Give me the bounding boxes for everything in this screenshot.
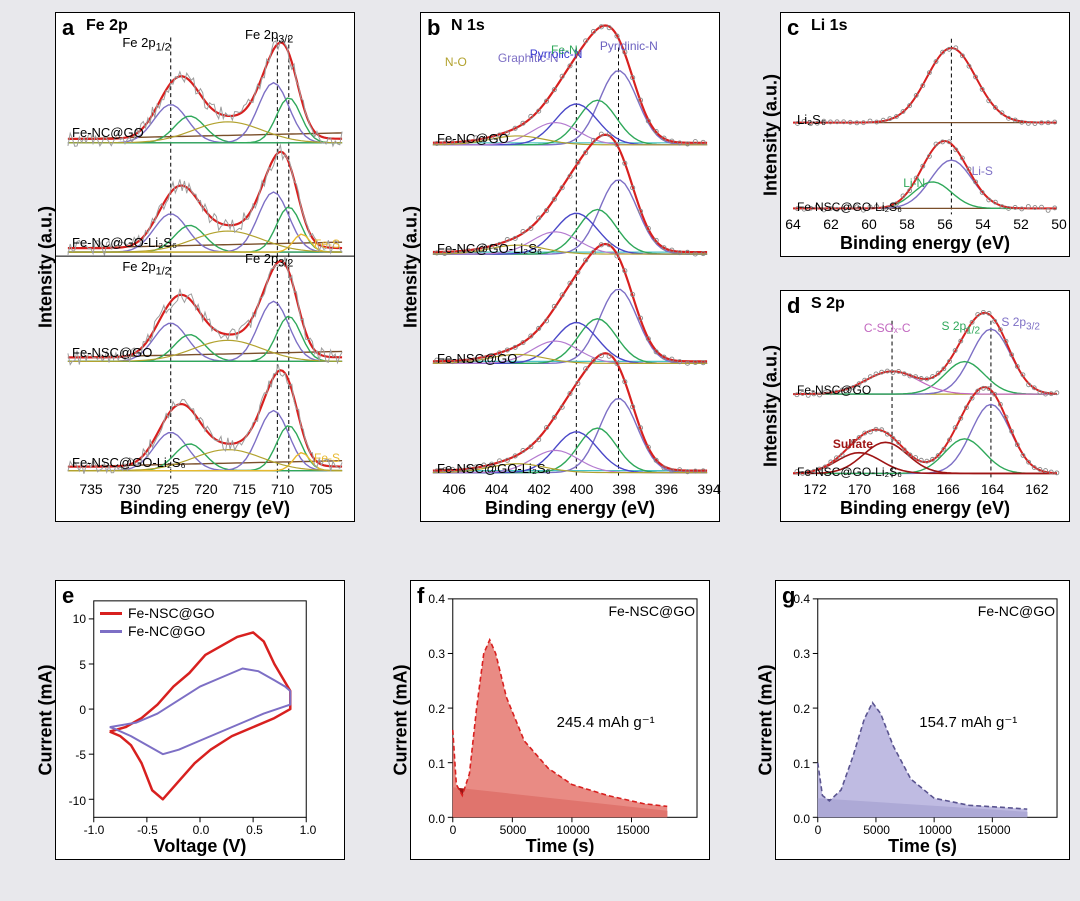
xtick: 62	[823, 216, 839, 232]
panel-a: aFe 2pFe-NC@GOFe-NC@GO-Li₂S₆Fe-NSC@GOFe-…	[55, 12, 355, 522]
xtick: 720	[194, 481, 217, 497]
xtick: 725	[156, 481, 179, 497]
legend-item: Fe-NSC@GO	[100, 605, 215, 621]
xtick: 56	[937, 216, 953, 232]
xlabel: Binding energy (eV)	[781, 233, 1069, 254]
panel-d: dS 2pFe-NSC@GOC-SOₓ-CS 2p1/2S 2p3/2Fe-NS…	[780, 290, 1070, 522]
xtick: 64	[785, 216, 801, 232]
xtick: 406	[443, 481, 466, 497]
xtick: 715	[233, 481, 256, 497]
xlabel: Binding energy (eV)	[781, 498, 1069, 519]
panel-letter-f: f	[417, 583, 424, 609]
xtick: 710	[271, 481, 294, 497]
ylabel: Current (mA)	[36, 665, 57, 776]
ylabel: Current (mA)	[391, 665, 412, 776]
figure-wrap: aFe 2pFe-NC@GOFe-NC@GO-Li₂S₆Fe-NSC@GOFe-…	[0, 0, 1080, 901]
panel-f: f0500010000150000.00.10.20.30.4Fe-NSC@GO…	[410, 580, 710, 860]
panel-letter-e: e	[62, 583, 74, 609]
xtick: 730	[118, 481, 141, 497]
xtick: 54	[975, 216, 991, 232]
xtick: 168	[892, 481, 915, 497]
xtick: 58	[899, 216, 915, 232]
ylabel: Intensity (a.u.)	[761, 73, 782, 195]
xtick: 400	[570, 481, 593, 497]
xtick: 60	[861, 216, 877, 232]
xtick: 172	[803, 481, 826, 497]
panel-letter-c: c	[787, 15, 799, 41]
xtick: 394	[697, 481, 720, 497]
xtick: 396	[655, 481, 678, 497]
xtick: 404	[485, 481, 508, 497]
xtick: 164	[981, 481, 1004, 497]
xtick: 170	[848, 481, 871, 497]
xlabel: Voltage (V)	[56, 836, 344, 857]
xtick: 735	[79, 481, 102, 497]
panel-letter-d: d	[787, 293, 800, 319]
panel-b: bN 1sFe-NC@GOFe-NC@GO-Li₂S₆Fe-NSC@GOFe-N…	[420, 12, 720, 522]
xlabel: Binding energy (eV)	[421, 498, 719, 519]
xlabel: Time (s)	[776, 836, 1069, 857]
panel-letter-g: g	[782, 583, 795, 609]
panel-c: cLi 1sLi₂S₆Fe-NSC@GO-Li₂S₆Li-NLi-SBindin…	[780, 12, 1070, 257]
panel-e: e-1.0-0.50.00.51.0-10-50510Fe-NSC@GOFe-N…	[55, 580, 345, 860]
xlabel: Binding energy (eV)	[56, 498, 354, 519]
panel-g: g0500010000150000.00.10.20.30.4Fe-NC@GO1…	[775, 580, 1070, 860]
xtick: 50	[1051, 216, 1067, 232]
xtick: 398	[612, 481, 635, 497]
ylabel: Intensity (a.u.)	[761, 345, 782, 467]
xtick: 402	[527, 481, 550, 497]
legend-item: Fe-NC@GO	[100, 623, 205, 639]
xtick: 52	[1013, 216, 1029, 232]
ylabel: Intensity (a.u.)	[401, 206, 422, 328]
xtick: 162	[1025, 481, 1048, 497]
ylabel: Intensity (a.u.)	[36, 206, 57, 328]
ylabel: Current (mA)	[756, 665, 777, 776]
panel-letter-b: b	[427, 15, 440, 41]
xlabel: Time (s)	[411, 836, 709, 857]
xtick: 705	[309, 481, 332, 497]
panel-letter-a: a	[62, 15, 74, 41]
xtick: 166	[936, 481, 959, 497]
